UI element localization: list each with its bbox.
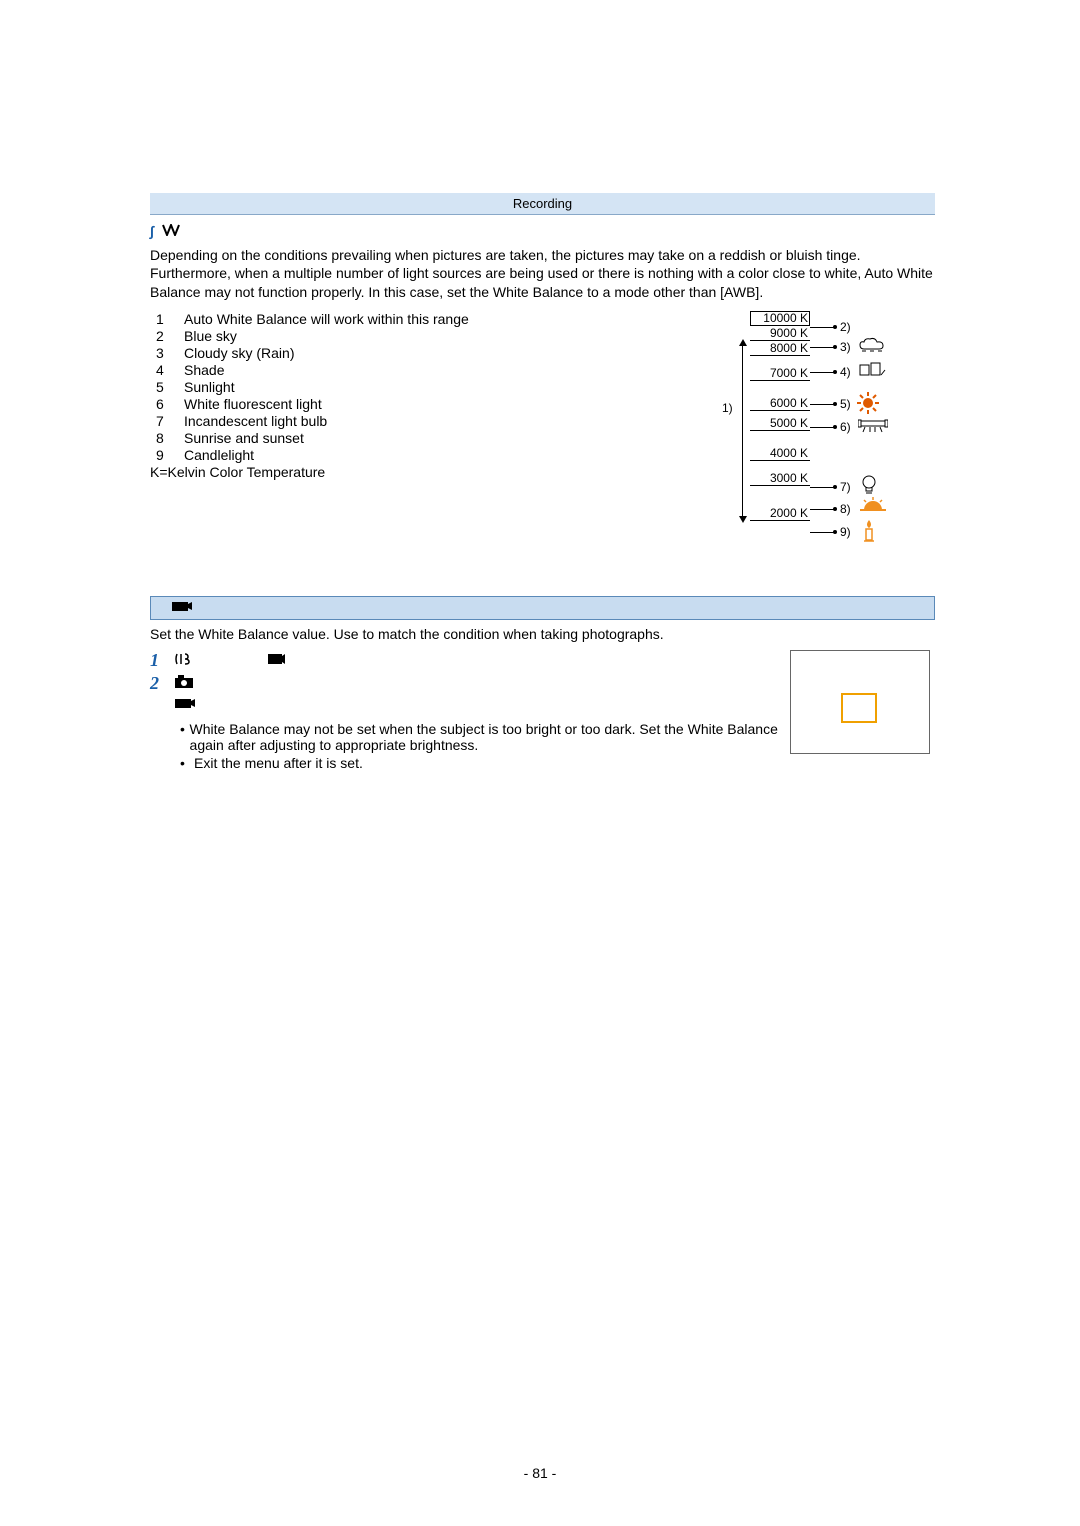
manual-wb-icon xyxy=(171,597,193,619)
fluorescent-icon xyxy=(858,419,888,436)
k-2000: 2000 K xyxy=(750,506,810,521)
step-1: 1 xyxy=(150,650,790,671)
k-7000: 7000 K xyxy=(750,366,810,381)
menuset-icon xyxy=(267,652,285,669)
leader-3: 3) xyxy=(840,340,851,354)
k-3000: 3000 K xyxy=(750,471,810,486)
kelvin-diagram: 10000 K 9000 K 8000 K 7000 K 6000 K 5000… xyxy=(720,311,920,556)
k-5000: 5000 K xyxy=(750,416,810,431)
section-header: Recording xyxy=(150,193,935,215)
leader-5: 5) xyxy=(840,397,851,411)
side-label-1: 1) xyxy=(722,401,733,415)
step-2-trailing-icon xyxy=(174,696,790,713)
camera-aim-icon xyxy=(174,674,202,693)
leader-9: 9) xyxy=(840,525,851,539)
leader-7: 7) xyxy=(840,480,851,494)
sun-icon xyxy=(856,391,880,418)
manual-wb-bar xyxy=(150,596,935,620)
sunset-icon xyxy=(860,497,886,518)
awb-paragraph: Depending on the conditions prevailing w… xyxy=(150,246,935,301)
page-number: - 81 - xyxy=(0,1465,1080,1481)
wb-frame-icon xyxy=(841,693,877,723)
leader-6: 6) xyxy=(840,420,851,434)
shade-icon xyxy=(858,361,886,380)
kelvin-note: K=Kelvin Color Temperature xyxy=(150,464,705,480)
manual-wb-intro: Set the White Balance value. Use to matc… xyxy=(150,626,935,642)
square-icon: ∫ xyxy=(150,223,154,239)
k-9000: 9000 K xyxy=(750,326,810,341)
awb-number-list: 1Auto White Balance will work within thi… xyxy=(150,311,705,463)
leader-8: 8) xyxy=(840,502,851,516)
awb-icon xyxy=(162,223,182,239)
k-4000: 4000 K xyxy=(750,446,810,461)
notes-list: •White Balance may not be set when the s… xyxy=(180,721,790,771)
preview-thumbnail xyxy=(790,650,930,754)
step-2: 2 xyxy=(150,673,790,694)
candle-icon xyxy=(862,519,876,546)
leader-4: 4) xyxy=(840,365,851,379)
leader-2: 2) xyxy=(840,320,851,334)
sub-heading-awb: ∫ xyxy=(150,223,935,239)
bulb-icon xyxy=(860,474,878,499)
wbset-icon xyxy=(174,652,192,669)
k-8000: 8000 K xyxy=(750,341,810,356)
cloud-icon xyxy=(858,337,886,356)
k-6000: 6000 K xyxy=(750,396,810,411)
